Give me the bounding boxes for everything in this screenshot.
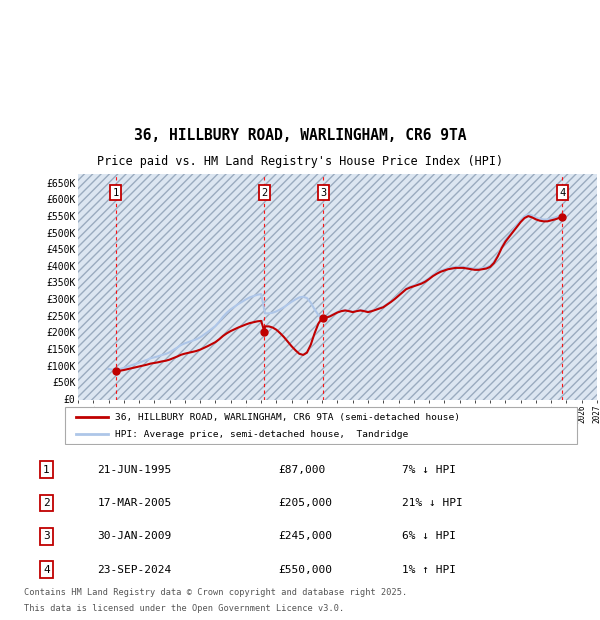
Text: £150K: £150K [46,345,76,355]
Text: 6% ↓ HPI: 6% ↓ HPI [402,531,456,541]
Text: £600K: £600K [46,195,76,205]
Text: £50K: £50K [52,378,76,388]
Text: £0: £0 [64,395,76,405]
Text: £400K: £400K [46,262,76,272]
Text: £200K: £200K [46,329,76,339]
Text: £245,000: £245,000 [278,531,332,541]
Text: 17-MAR-2005: 17-MAR-2005 [97,498,172,508]
Text: 7% ↓ HPI: 7% ↓ HPI [402,464,456,474]
Text: 4: 4 [559,188,565,198]
Text: 36, HILLBURY ROAD, WARLINGHAM, CR6 9TA (semi-detached house): 36, HILLBURY ROAD, WARLINGHAM, CR6 9TA (… [115,412,460,422]
Text: £450K: £450K [46,245,76,255]
Text: 2: 2 [43,498,50,508]
Text: £500K: £500K [46,229,76,239]
Text: 3: 3 [43,531,50,541]
Text: 21-JUN-1995: 21-JUN-1995 [97,464,172,474]
Text: Contains HM Land Registry data © Crown copyright and database right 2025.: Contains HM Land Registry data © Crown c… [24,588,407,597]
Text: £300K: £300K [46,295,76,305]
Text: 2: 2 [261,188,268,198]
Text: £350K: £350K [46,278,76,288]
Text: £650K: £650K [46,179,76,188]
Text: HPI: Average price, semi-detached house,  Tandridge: HPI: Average price, semi-detached house,… [115,430,409,439]
Text: 30-JAN-2009: 30-JAN-2009 [97,531,172,541]
Text: 21% ↓ HPI: 21% ↓ HPI [402,498,463,508]
Text: £550,000: £550,000 [278,565,332,575]
Text: 3: 3 [320,188,326,198]
Text: Price paid vs. HM Land Registry's House Price Index (HPI): Price paid vs. HM Land Registry's House … [97,155,503,168]
Text: This data is licensed under the Open Government Licence v3.0.: This data is licensed under the Open Gov… [24,604,344,613]
Text: 4: 4 [43,565,50,575]
Text: £87,000: £87,000 [278,464,325,474]
Text: 1% ↑ HPI: 1% ↑ HPI [402,565,456,575]
Text: 1: 1 [113,188,119,198]
Text: £550K: £550K [46,212,76,222]
Text: £100K: £100K [46,361,76,371]
Text: 1: 1 [43,464,50,474]
Text: 23-SEP-2024: 23-SEP-2024 [97,565,172,575]
FancyBboxPatch shape [65,407,577,445]
Text: 36, HILLBURY ROAD, WARLINGHAM, CR6 9TA: 36, HILLBURY ROAD, WARLINGHAM, CR6 9TA [134,128,466,143]
Text: £205,000: £205,000 [278,498,332,508]
Text: £250K: £250K [46,312,76,322]
